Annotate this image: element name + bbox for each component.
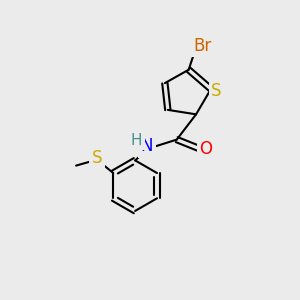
Text: H: H [131, 133, 142, 148]
Text: Br: Br [193, 37, 211, 55]
Text: S: S [211, 82, 221, 100]
Text: O: O [199, 140, 212, 158]
Text: N: N [141, 137, 153, 155]
Text: S: S [92, 149, 102, 167]
